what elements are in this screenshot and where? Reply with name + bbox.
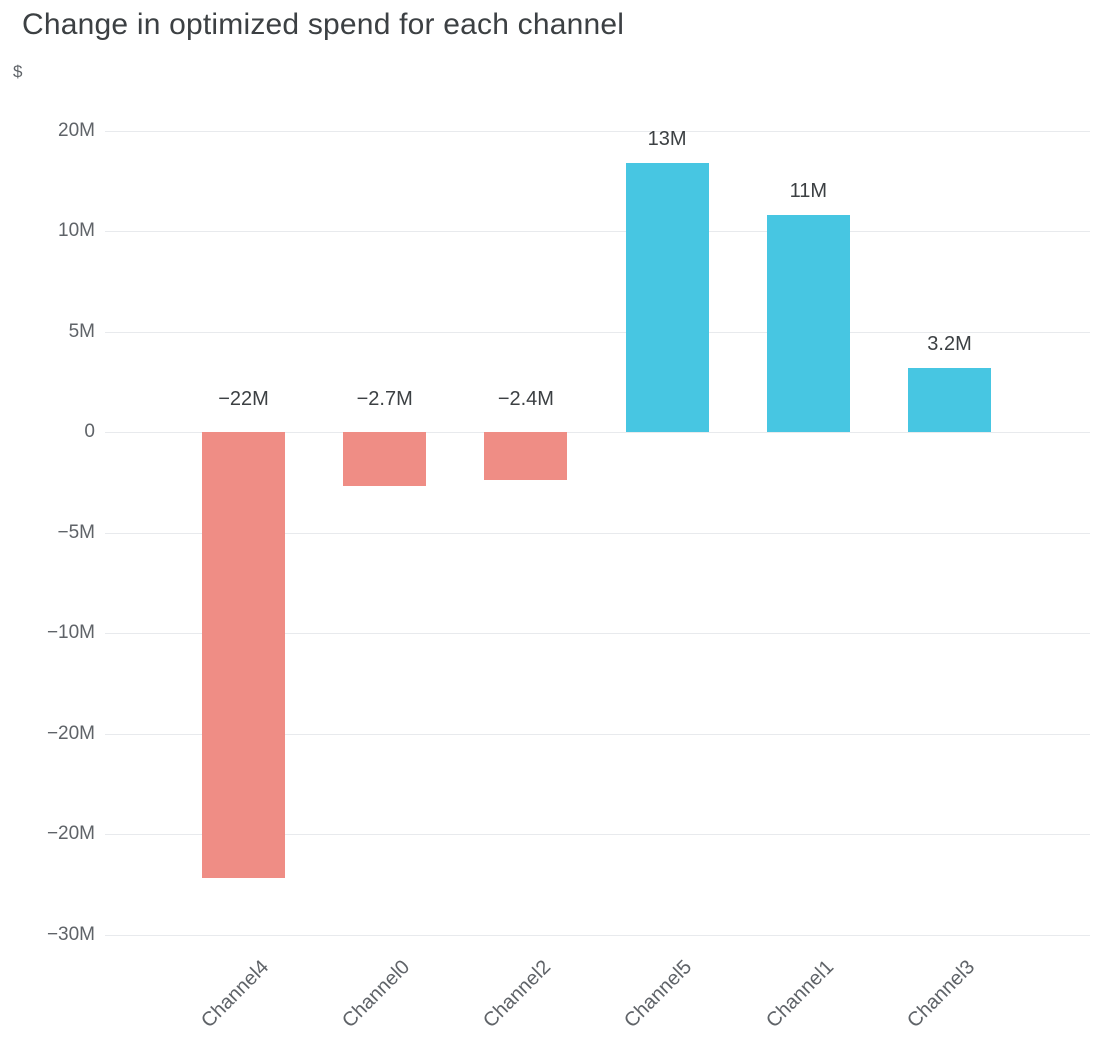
gridline	[105, 432, 1090, 433]
bar-value-label: −2.7M	[356, 388, 413, 410]
x-axis-category-label: Channel0	[338, 956, 415, 1033]
y-axis-tick-label: 5M	[68, 320, 95, 342]
y-axis-tick-label: 10M	[58, 220, 95, 241]
bar-value-label: 3.2M	[927, 332, 972, 355]
gridline	[105, 733, 1090, 735]
x-axis-category-label: Channel5	[620, 956, 697, 1033]
bar-channel4[interactable]	[202, 432, 285, 879]
x-axis-category-label: Channel1	[761, 956, 838, 1033]
gridline	[105, 331, 1090, 333]
bar-channel0[interactable]	[343, 432, 427, 487]
bar-channel5[interactable]	[625, 162, 709, 432]
y-axis-tick-label: −20M	[46, 722, 95, 744]
gridline	[105, 532, 1090, 534]
x-axis-category-label: Channel2	[479, 956, 556, 1033]
y-axis-tick-label: −20M	[46, 823, 95, 844]
bar-value-label: −22M	[218, 388, 269, 410]
x-axis-category-label: Channel3	[902, 956, 980, 1033]
y-axis-tick-label: 20M	[58, 119, 95, 141]
x-axis-category-label: Channel4	[196, 956, 274, 1033]
bar-channel2[interactable]	[484, 432, 568, 481]
bar-channel1[interactable]	[766, 214, 850, 432]
bar-value-label: 13M	[647, 127, 687, 150]
y-axis-tick-label: −5M	[57, 521, 96, 543]
gridline	[105, 130, 1090, 132]
y-axis-unit-label: $	[13, 62, 23, 81]
bar-value-label: −2.4M	[497, 388, 554, 410]
y-axis-tick-label: −10M	[46, 622, 95, 643]
y-axis-tick-label: 0	[84, 421, 95, 442]
bar-channel3[interactable]	[908, 367, 991, 432]
chart-title: Change in optimized spend for each chann…	[22, 8, 625, 41]
y-axis-tick-label: −30M	[46, 923, 95, 945]
gridline	[105, 633, 1090, 634]
gridline	[105, 834, 1090, 835]
gridline	[105, 231, 1090, 232]
gridline	[105, 934, 1090, 936]
bar-value-label: 11M	[789, 179, 827, 202]
